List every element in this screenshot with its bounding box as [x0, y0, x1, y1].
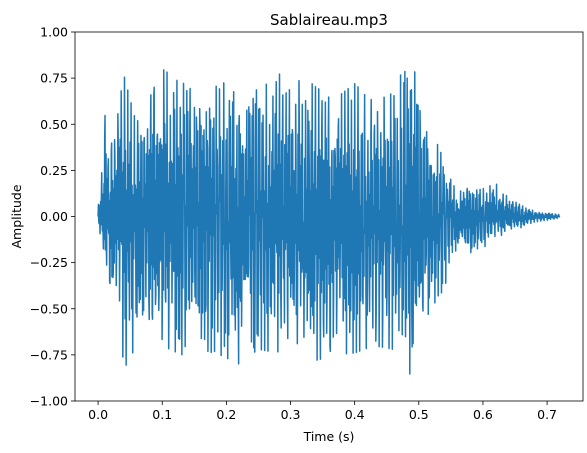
y-axis-label: Amplitude: [9, 184, 24, 248]
y-tick-label: −0.50: [30, 301, 68, 316]
x-tick-label: 0.2: [216, 407, 236, 422]
x-tick-label: 0.1: [152, 407, 172, 422]
y-tick-label: 0.25: [40, 163, 68, 178]
y-tick-label: −0.75: [30, 347, 68, 362]
y-tick-label: −1.00: [30, 394, 68, 409]
x-axis-label: Time (s): [303, 429, 355, 444]
x-tick-label: 0.3: [281, 407, 301, 422]
y-tick-label: 0.00: [40, 209, 68, 224]
x-tick-label: 0.4: [345, 407, 365, 422]
x-tick-label: 0.7: [537, 407, 557, 422]
x-tick-label: 0.5: [409, 407, 429, 422]
chart-title: Sablaireau.mp3: [270, 11, 388, 29]
y-axis: −1.00 −0.75 −0.50 −0.25 0.00 0.25 0.50 0.75 1.00: [30, 25, 75, 409]
y-tick-label: 1.00: [40, 25, 68, 40]
x-axis: 0.0 0.1 0.2 0.3 0.4 0.5 0.6 0.7: [88, 401, 557, 422]
plot-area: [74, 31, 584, 402]
y-tick-label: 0.50: [40, 117, 68, 132]
y-tick-label: −0.25: [30, 255, 68, 270]
x-tick-label: 0.0: [88, 407, 108, 422]
waveform-series-line: [97, 69, 561, 375]
x-tick-label: 0.6: [473, 407, 493, 422]
y-tick-label: 0.75: [40, 71, 68, 86]
